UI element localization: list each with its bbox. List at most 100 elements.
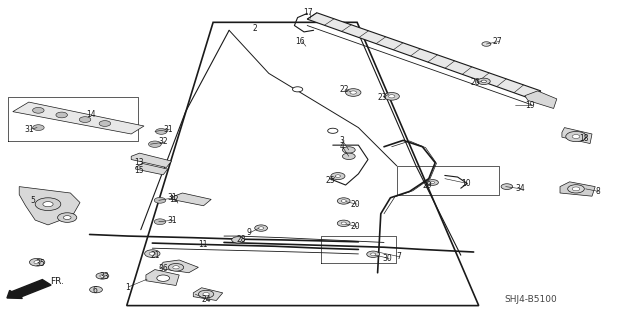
Text: 25: 25	[325, 176, 335, 185]
Text: 36: 36	[159, 264, 168, 273]
Circle shape	[79, 117, 91, 122]
Text: 29: 29	[422, 181, 432, 189]
Circle shape	[328, 128, 338, 133]
Circle shape	[173, 266, 179, 269]
Text: 12: 12	[170, 195, 179, 204]
Circle shape	[481, 80, 486, 83]
Circle shape	[154, 197, 166, 203]
Text: 30: 30	[383, 254, 392, 263]
Circle shape	[342, 147, 355, 153]
Circle shape	[331, 173, 345, 180]
Circle shape	[29, 258, 45, 266]
Circle shape	[335, 175, 340, 177]
Circle shape	[35, 198, 61, 211]
Circle shape	[148, 141, 161, 147]
Text: 28: 28	[237, 235, 246, 244]
Circle shape	[482, 42, 491, 46]
Text: 24: 24	[202, 295, 211, 304]
Circle shape	[337, 198, 350, 204]
Text: 19: 19	[525, 101, 534, 110]
Polygon shape	[560, 182, 595, 196]
Text: 22: 22	[339, 85, 349, 94]
Polygon shape	[13, 102, 144, 134]
Circle shape	[384, 93, 399, 100]
Circle shape	[566, 131, 586, 142]
Circle shape	[149, 252, 156, 255]
Circle shape	[198, 290, 214, 298]
Circle shape	[33, 108, 44, 113]
Polygon shape	[562, 128, 592, 144]
Polygon shape	[146, 270, 179, 286]
Text: 32: 32	[159, 137, 168, 146]
Circle shape	[99, 121, 111, 126]
Text: 1: 1	[125, 283, 129, 292]
Text: 7: 7	[397, 252, 402, 261]
Circle shape	[259, 227, 264, 229]
Circle shape	[145, 250, 160, 257]
Polygon shape	[160, 260, 198, 273]
Text: 9: 9	[246, 228, 252, 237]
Text: 27: 27	[493, 37, 502, 46]
Text: 31: 31	[168, 216, 177, 225]
Circle shape	[34, 261, 40, 264]
Circle shape	[96, 273, 109, 279]
Circle shape	[367, 251, 380, 257]
Text: 20: 20	[351, 200, 360, 209]
Circle shape	[43, 202, 53, 207]
Circle shape	[431, 182, 435, 183]
Circle shape	[501, 184, 513, 189]
Text: 14: 14	[86, 110, 96, 119]
Circle shape	[63, 216, 71, 219]
Circle shape	[388, 95, 395, 98]
Polygon shape	[131, 153, 172, 167]
Circle shape	[477, 78, 490, 85]
Polygon shape	[193, 288, 223, 300]
Text: 31: 31	[168, 193, 177, 202]
Circle shape	[342, 153, 355, 160]
Circle shape	[157, 275, 170, 281]
Text: 31: 31	[163, 125, 173, 134]
Polygon shape	[525, 91, 557, 108]
Text: 20: 20	[351, 222, 360, 231]
Text: 15: 15	[134, 166, 144, 175]
Text: 10: 10	[461, 179, 470, 188]
Text: 34: 34	[515, 184, 525, 193]
Circle shape	[341, 222, 346, 225]
Circle shape	[337, 220, 350, 226]
Circle shape	[154, 219, 166, 225]
Polygon shape	[136, 163, 168, 175]
Circle shape	[346, 89, 361, 96]
Text: 31: 31	[24, 125, 34, 134]
Circle shape	[90, 286, 102, 293]
Text: 16: 16	[296, 37, 305, 46]
Circle shape	[58, 213, 77, 222]
Text: 4: 4	[339, 142, 344, 151]
Text: 23: 23	[378, 93, 387, 102]
Polygon shape	[19, 187, 80, 225]
Circle shape	[572, 187, 580, 191]
Text: 21: 21	[150, 251, 160, 260]
Polygon shape	[307, 13, 541, 99]
Circle shape	[568, 185, 584, 193]
Text: 33: 33	[99, 272, 109, 281]
Circle shape	[572, 135, 580, 138]
Circle shape	[33, 125, 44, 130]
Text: 17: 17	[303, 8, 313, 17]
Circle shape	[292, 87, 303, 92]
Text: 6: 6	[93, 286, 98, 295]
Circle shape	[350, 91, 356, 94]
Circle shape	[427, 180, 438, 185]
Text: 2: 2	[253, 24, 257, 33]
Circle shape	[100, 275, 105, 277]
Circle shape	[255, 225, 268, 231]
Text: 35: 35	[35, 259, 45, 268]
Circle shape	[203, 293, 209, 296]
Text: SHJ4-B5100: SHJ4-B5100	[505, 295, 557, 304]
Text: FR.: FR.	[50, 277, 64, 286]
Text: 5: 5	[31, 197, 36, 205]
Text: 26: 26	[470, 78, 480, 87]
Polygon shape	[127, 22, 479, 306]
Circle shape	[168, 263, 184, 271]
Text: 11: 11	[198, 240, 208, 249]
Text: 18: 18	[579, 134, 589, 143]
